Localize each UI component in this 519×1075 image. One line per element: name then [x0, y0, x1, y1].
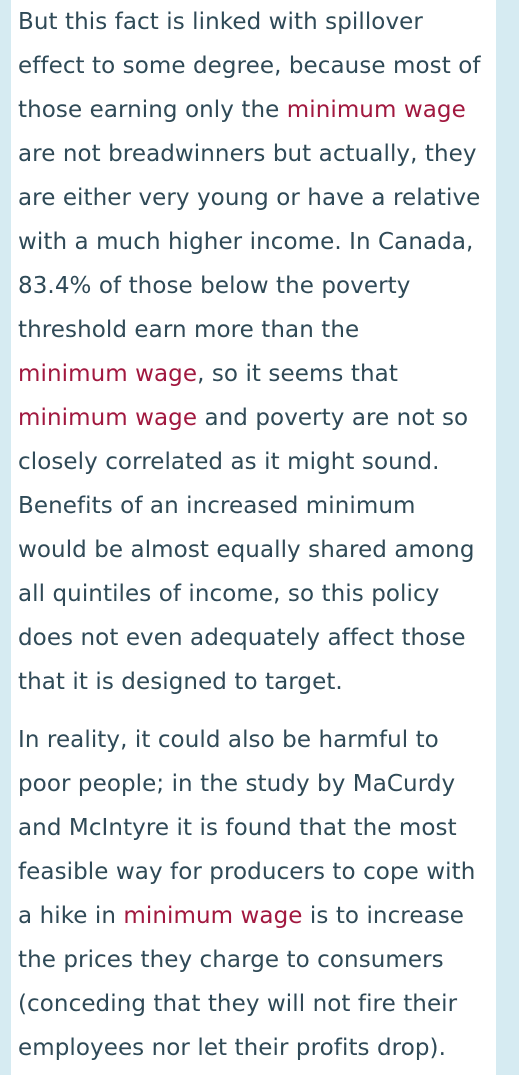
text-fragment: and McIntyre it is found that the most — [18, 815, 457, 841]
text-fragment: with a much higher income. In Canada, — [18, 229, 474, 255]
text-line: effect to some degree, because most of — [18, 44, 498, 88]
text-fragment: would be almost equally shared among — [18, 537, 475, 563]
paragraph-1: But this fact is linked with spillover e… — [18, 0, 498, 704]
text-fragment: closely correlated as it might sound. — [18, 449, 440, 475]
text-line: But this fact is linked with spillover — [18, 0, 498, 44]
text-fragment: are either very young or have a relative — [18, 185, 481, 211]
text-fragment: (conceding that they will not fire their — [18, 991, 458, 1017]
text-line: poor people; in the study by MaCurdy — [18, 762, 498, 806]
text-line: minimum wage, so it seems that — [18, 352, 498, 396]
text-fragment: employees nor let their profits drop). — [18, 1035, 446, 1061]
text-line: feasible way for producers to cope with — [18, 850, 498, 894]
text-fragment: a hike in — [18, 903, 124, 929]
text-fragment: and poverty are not so — [197, 405, 469, 431]
text-fragment: threshold earn more than the — [18, 317, 360, 343]
text-fragment: are not breadwinners but actually, they — [18, 141, 477, 167]
text-line: closely correlated as it might sound. — [18, 440, 498, 484]
text-line: all quintiles of income, so this policy — [18, 572, 498, 616]
text-line: are not breadwinners but actually, they — [18, 132, 498, 176]
text-line: would be almost equally shared among — [18, 528, 498, 572]
text-fragment: does not even adequately affect those — [18, 625, 466, 651]
minimum-wage-link[interactable]: minimum wage — [286, 97, 466, 123]
text-fragment: feasible way for producers to cope with — [18, 859, 476, 885]
text-line: those earning only the minimum wage — [18, 88, 498, 132]
text-fragment: 83.4% of those below the poverty — [18, 273, 411, 299]
text-fragment: that it is designed to target. — [18, 669, 343, 695]
text-fragment: But this fact is linked with spillover — [18, 9, 423, 35]
minimum-wage-link[interactable]: minimum wage — [18, 405, 198, 431]
text-fragment: , so it seems that — [197, 361, 398, 387]
text-line: does not even adequately affect those — [18, 616, 498, 660]
text-fragment: Benefits of an increased minimum — [18, 493, 416, 519]
text-fragment: is to increase — [302, 903, 465, 929]
text-line: minimum wage and poverty are not so — [18, 396, 498, 440]
text-line: 83.4% of those below the poverty — [18, 264, 498, 308]
text-fragment: effect to some degree, because most of — [18, 53, 481, 79]
text-fragment: the prices they charge to consumers — [18, 947, 444, 973]
text-line: a hike in minimum wage is to increase — [18, 894, 498, 938]
text-line: employees nor let their profits drop). — [18, 1026, 498, 1070]
text-line: (conceding that they will not fire their — [18, 982, 498, 1026]
text-fragment: In reality, it could also be harmful to — [18, 727, 439, 753]
text-line: Benefits of an increased minimum — [18, 484, 498, 528]
text-line: threshold earn more than the — [18, 308, 498, 352]
minimum-wage-link[interactable]: minimum wage — [18, 361, 198, 387]
text-fragment: those earning only the — [18, 97, 287, 123]
text-fragment: poor people; in the study by MaCurdy — [18, 771, 456, 797]
text-line: In reality, it could also be harmful to — [18, 718, 498, 762]
paragraph-2: In reality, it could also be harmful to … — [18, 718, 498, 1070]
text-line: are either very young or have a relative — [18, 176, 498, 220]
text-line: with a much higher income. In Canada, — [18, 220, 498, 264]
text-line: that it is designed to target. — [18, 660, 498, 704]
minimum-wage-link[interactable]: minimum wage — [123, 903, 303, 929]
article-body: But this fact is linked with spillover e… — [18, 0, 498, 1070]
text-fragment: all quintiles of income, so this policy — [18, 581, 440, 607]
text-line: and McIntyre it is found that the most — [18, 806, 498, 850]
text-line: the prices they charge to consumers — [18, 938, 498, 982]
content-panel — [11, 0, 496, 1075]
